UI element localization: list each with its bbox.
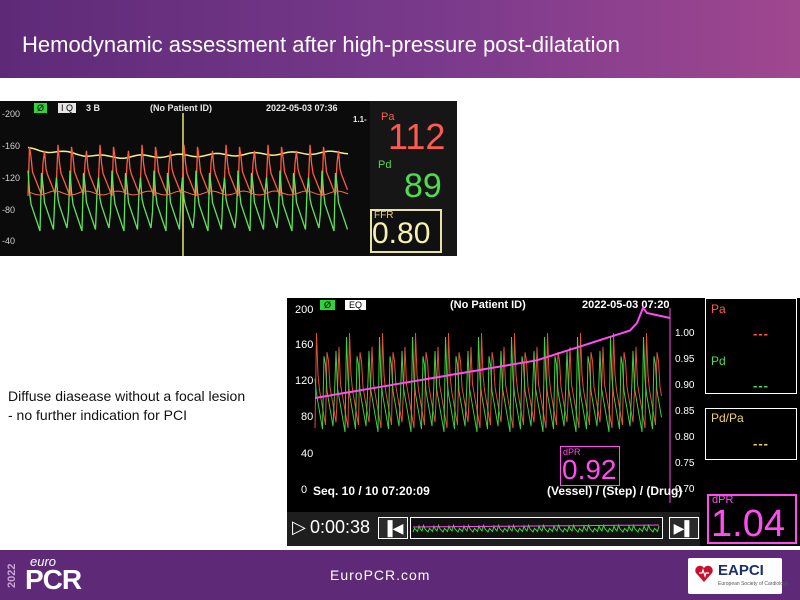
pa-label: Pa [711, 302, 726, 316]
dpr-monitor-screen: Ø EQ (No Patient ID) 2022-05-03 07:20 20… [287, 298, 800, 546]
logo-year: 2022 [6, 563, 18, 589]
skip-back-icon: ▐◀ [382, 520, 404, 536]
mean-pressure-trace [27, 146, 349, 159]
dpr-small-value: 0.92 [562, 454, 617, 485]
ratio-tick: 0.85 [675, 406, 695, 417]
ratio-tick: 0.75 [675, 458, 695, 469]
dpr-ratio-trace [314, 306, 671, 399]
ffr-label: FFR [374, 210, 394, 221]
ratio-tick: 0.70 [675, 484, 695, 495]
previous-button[interactable]: ▐◀ [378, 517, 408, 539]
dpr-pressure-waveforms [314, 306, 671, 503]
slide-caption: Diffuse diasease without a focal lesion … [8, 387, 288, 425]
skip-forward-icon: ▶▌ [673, 520, 695, 536]
play-icon[interactable]: ▷ [292, 517, 306, 537]
ffr-box [370, 209, 442, 253]
ratio-tick: 0.95 [675, 354, 695, 365]
ffr-value: 0.80 [372, 217, 431, 250]
sequence-info: Seq. 10 / 10 07:20:09 [313, 484, 430, 498]
monitor-tag-iq: I Q [58, 103, 77, 113]
pd-label: Pd [378, 159, 392, 171]
eapci-subtitle: European Society of Cardiology [718, 581, 789, 587]
vessel-step-drug: (Vessel) / (Step) / (Drug) [547, 484, 683, 498]
dpr-small-label: dPR [563, 447, 581, 457]
slide-title: Hemodynamic assessment after high-pressu… [22, 32, 620, 57]
pa-pd-panel [705, 298, 797, 394]
y-tick: 160 [295, 339, 314, 351]
timeline-waveform [412, 523, 660, 533]
pd-pressure-trace [314, 336, 662, 433]
ffr-monitor-screen: Ø I Q 3 B (No Patient ID) 2022-05-03 07:… [0, 101, 457, 256]
y-tick: 200 [295, 304, 314, 316]
playback-time: 0:00:38 [310, 517, 371, 537]
monitor-tag-eq: EQ [345, 300, 367, 310]
logo-pcr: PCR [25, 564, 82, 595]
dpr-small-box [560, 446, 620, 486]
slide-footer: 2022 euro PCR EuroPCR.com [0, 550, 800, 600]
pdpa-panel [705, 408, 797, 460]
y-tick: -120 [2, 173, 21, 183]
y-tick: 40 [301, 448, 314, 460]
dpr-big-value: 1.04 [711, 503, 785, 545]
ratio-tick: 0.80 [675, 432, 695, 443]
y-tick: -160 [2, 141, 21, 151]
pdpa-label: Pd/Pa [711, 411, 744, 425]
logo-euro: euro [30, 554, 57, 569]
y-tick: -200 [2, 109, 21, 119]
footer-url[interactable]: EuroPCR.com [330, 567, 431, 583]
scale-right-label: 1.1- [353, 115, 367, 124]
pa-mean-trace [27, 190, 349, 196]
pd-value: 89 [404, 167, 442, 205]
monitor-tag-3b: 3 B [86, 103, 101, 113]
monitor-datetime: 2022-05-03 07:36 [266, 103, 338, 113]
pdpa-value: --- [753, 436, 769, 451]
ffr-pressure-waveforms [27, 113, 349, 256]
dpr-big-label: dPR [712, 494, 734, 506]
monitor-tag-channel: Ø [320, 300, 336, 310]
dpr-big-box [707, 494, 797, 544]
monitor-tag-channel: Ø [34, 103, 48, 113]
monitor-datetime: 2022-05-03 07:20 [582, 299, 670, 311]
y-tick: -40 [2, 236, 16, 246]
y-tick: 120 [295, 375, 314, 387]
timeline-magenta-trace [413, 524, 659, 528]
patient-id: (No Patient ID) [150, 103, 212, 113]
pd-pressure-trace [27, 170, 349, 232]
pa-value: --- [753, 326, 769, 341]
pa-label: Pa [381, 111, 395, 123]
eapci-text: EAPCI [718, 562, 764, 579]
caption-line-1: Diffuse diasease without a focal lesion [8, 388, 246, 404]
y-tick: -80 [2, 205, 16, 215]
y-tick: 0 [301, 484, 308, 496]
pd-label: Pd [711, 354, 726, 368]
heart-icon [695, 565, 713, 582]
pa-value: 112 [388, 116, 446, 157]
y-tick: 80 [301, 411, 314, 423]
ratio-tick: 0.90 [675, 380, 695, 391]
next-button[interactable]: ▶▌ [669, 517, 699, 539]
eapci-logo: EAPCI European Society of Cardiology [688, 558, 788, 594]
ratio-tick: 1.00 [675, 328, 695, 339]
pd-value: --- [753, 378, 769, 393]
patient-id: (No Patient ID) [450, 299, 526, 311]
slide-header: Hemodynamic assessment after high-pressu… [0, 0, 800, 78]
playback-timeline[interactable] [410, 517, 663, 539]
caption-line-2: - no further indication for PCI [8, 407, 187, 423]
